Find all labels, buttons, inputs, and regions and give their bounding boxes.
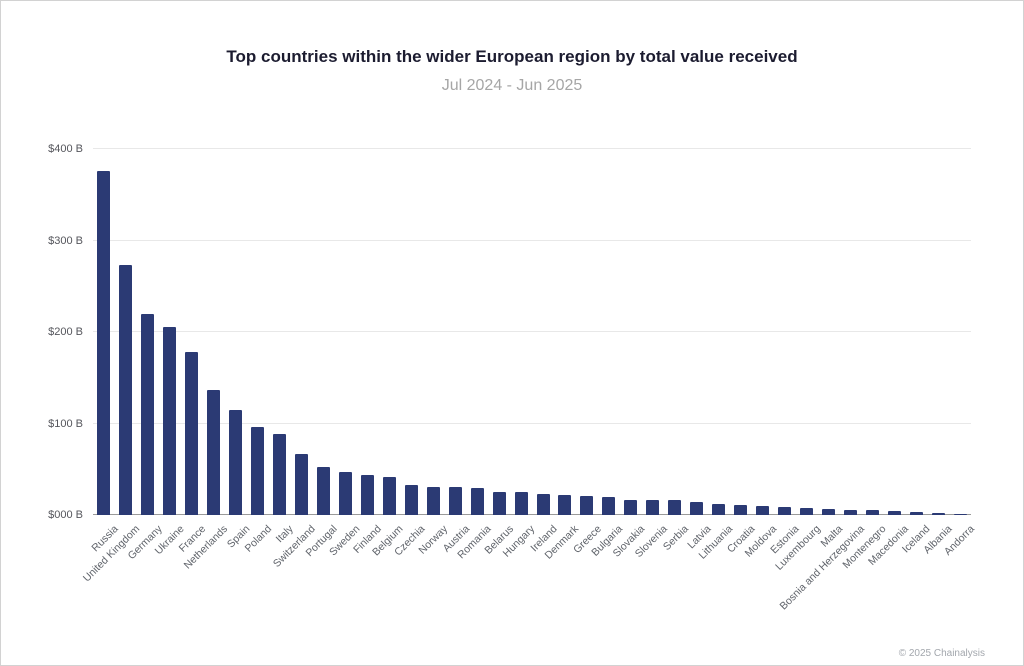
bar-slot: Moldova [743,149,779,560]
bar [799,507,813,515]
y-axis-tick-label: $400 B [48,143,83,155]
bar-slot: Switzerland [271,149,318,570]
bar [426,486,440,515]
bar-slot: Hungary [501,149,538,560]
bar-slot: Poland [243,149,274,555]
bar-slot: Slovenia [632,149,669,560]
bar-slot: Ukraine [152,149,186,557]
bar-slot: Denmark [543,149,581,562]
x-axis-line [93,514,971,515]
bar [668,500,682,515]
bar-slot: Finland [351,149,384,556]
bar-slot: Bosnia and Herzegovina [777,149,867,612]
bar [229,409,243,515]
bar-slot: Montenegro [841,149,889,571]
bar [251,427,265,515]
bar-slot: Spain [225,149,252,550]
gridline [93,148,971,149]
bar [317,466,330,515]
gridline [93,422,971,424]
plot-area: $000 B $100 B $200 B $300 B $400 B Russia Uni… [48,143,977,612]
bar [734,504,748,515]
bar-slot: Latvia [685,149,713,551]
bar [185,352,199,515]
y-axis-tick-label: $100 B [48,417,83,430]
bar [887,511,901,515]
bar-slot: Russia [89,149,120,554]
bar-slot: Andorra [942,149,977,558]
bars: Russia United Kingdom Germany Ukraine France… [81,149,977,612]
bar-slot: Ireland [528,149,560,554]
bar-slot: Lithuania [697,149,735,562]
bar-slot: Sweden [327,149,362,558]
bar [470,487,484,515]
bar [580,495,594,515]
y-axis-tick-label: $000 B [48,509,83,521]
bar [536,493,550,515]
bar-slot: France [177,149,208,555]
bar-slot: Greece [571,149,603,556]
bar [514,492,528,515]
bar [953,514,967,515]
bar [448,486,462,515]
bar-slot: Netherlands [182,149,230,572]
gridline [93,331,971,332]
bar [821,508,835,515]
bar-slot: Serbia [661,149,691,553]
chart-title: Top countries within the wider European … [226,47,798,66]
bar [338,472,352,515]
bar-slot: Norway [416,149,450,557]
bar-slot: Estonia [768,149,801,556]
bar-slot: Albania [921,149,955,556]
bar-slot: Austria [440,149,472,555]
bar-slot: Macedonia [866,149,911,568]
bar-slot: Bulgaria [590,149,625,559]
bar-slot: Czechia [393,149,428,558]
bar [382,476,396,515]
bar [207,389,221,515]
bar-slot: Luxembourg [773,149,823,573]
bar-slot: Iceland [900,149,933,555]
bar [931,513,945,515]
bar-slot: Germany [125,149,164,562]
bar [690,502,704,515]
bar [360,474,374,515]
y-axis-tick-label: $200 B [48,326,83,338]
bar-slot: Croatia [725,149,757,555]
bar [712,504,726,515]
bar [843,510,857,515]
bar [558,494,572,515]
bar-slot: Belgium [371,149,406,558]
bar-slot: United Kingdom [81,149,142,584]
bar-slot: Portugal [304,149,340,559]
bar [778,506,792,515]
bar [295,453,309,515]
bar-slot: Slovakia [611,149,647,560]
bar [273,434,287,515]
bar [119,265,133,515]
chart-subtitle: Jul 2024 - Jun 2025 [441,77,583,94]
bar-slot: Belarus [482,149,516,557]
bar-slot: Romania [455,149,494,561]
bar [646,500,660,515]
copyright-label: © 2025 Chainalysis [898,648,985,659]
bar [865,510,879,515]
bar-slot: Malta [817,149,845,550]
bar [141,313,155,515]
bar [163,327,177,515]
bar [492,492,506,515]
gridline [93,239,971,241]
bar [624,500,638,515]
bar [97,170,111,515]
bar [756,505,770,515]
bar [909,512,923,515]
bar-slot: Italy [269,149,296,545]
bar [602,496,616,515]
bar [404,484,418,515]
y-axis-tick-label: $300 B [48,234,83,247]
